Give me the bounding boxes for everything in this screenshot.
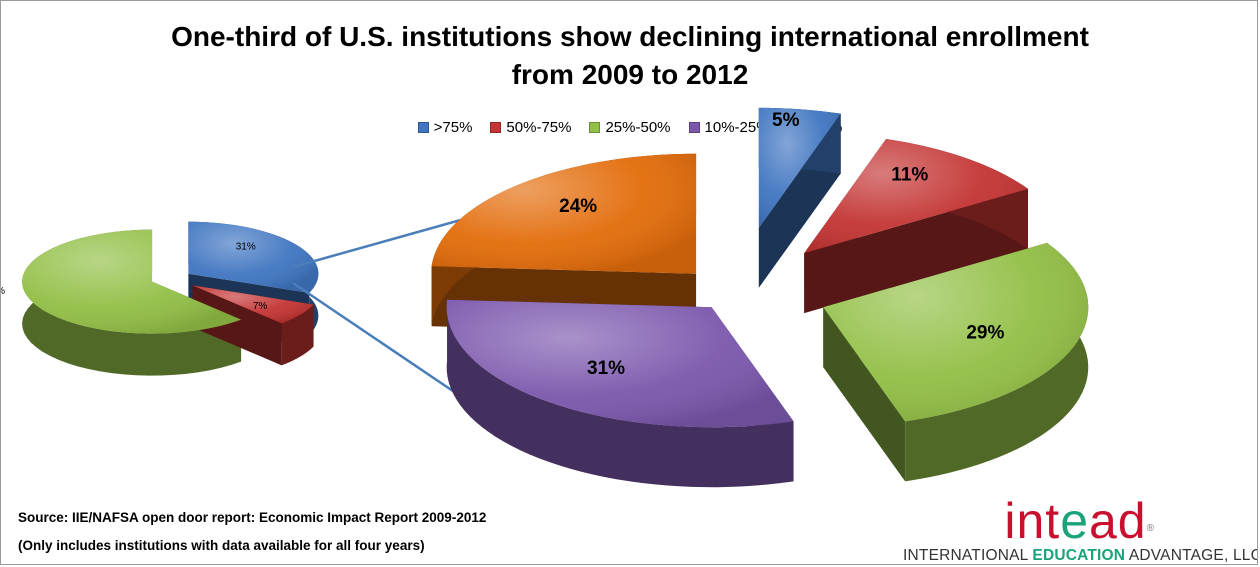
primary-slice-shine-2 bbox=[22, 229, 242, 334]
legend-swatch bbox=[589, 122, 601, 133]
primary-slice-shine-0 bbox=[188, 221, 319, 293]
legend-swatch bbox=[490, 122, 502, 133]
primary-slice-shine-1 bbox=[192, 285, 314, 324]
legend-item-0: >75% bbox=[417, 119, 473, 136]
legend-label: 25%-50% bbox=[605, 119, 671, 136]
secondary-slice-shine-2 bbox=[823, 242, 1089, 422]
secondary-slice-label-1: 11% bbox=[891, 165, 928, 186]
secondary-slice-shine-0 bbox=[758, 107, 841, 228]
legend-item-1: 50%-75% bbox=[490, 119, 571, 136]
legend-swatch bbox=[417, 122, 429, 133]
intead-logo: intead® INTERNATIONAL EDUCATION ADVANTAG… bbox=[903, 493, 1258, 564]
legend-label: 10%-25% bbox=[704, 119, 770, 136]
logo-wordmark: intead® bbox=[1004, 493, 1155, 549]
primary-slice-wall-1 bbox=[192, 285, 314, 366]
note-line: (Only includes institutions with data av… bbox=[18, 538, 425, 553]
chart-title-line-1: One-third of U.S. institutions show decl… bbox=[171, 21, 1089, 52]
legend-item-2: 25%-50% bbox=[589, 119, 671, 136]
source-line: Source: IIE/NAFSA open door report: Econ… bbox=[18, 510, 487, 525]
secondary-slice-label-0: 5% bbox=[772, 110, 800, 131]
secondary-slice-label-4: 24% bbox=[559, 196, 597, 217]
secondary-slice-label-2: 29% bbox=[966, 323, 1004, 344]
logo-tagline: INTERNATIONAL EDUCATION ADVANTAGE, LLC bbox=[903, 547, 1258, 564]
legend-swatch bbox=[688, 122, 700, 133]
primary-slice-label-1: 7% bbox=[253, 301, 268, 312]
secondary-pie: 5% 11% 29% 31% 24% bbox=[431, 107, 1089, 488]
primary-pie: 31% 7% 62% bbox=[1, 221, 319, 376]
secondary-slice-label-3: 31% bbox=[587, 358, 625, 379]
primary-slice-label-2: 62% bbox=[1, 286, 5, 297]
primary-slice-label-0: 31% bbox=[236, 241, 256, 252]
secondary-slice-shine-4 bbox=[431, 153, 697, 274]
legend-label: >75% bbox=[433, 119, 473, 136]
chart-title-line-2: from 2009 to 2012 bbox=[511, 59, 749, 90]
legend-item-3: 10%-25% bbox=[688, 119, 770, 136]
secondary-slice-shine-3 bbox=[446, 299, 794, 428]
legend-label: 50%-75% bbox=[506, 119, 572, 136]
secondary-slice-shine-1 bbox=[804, 139, 1028, 254]
